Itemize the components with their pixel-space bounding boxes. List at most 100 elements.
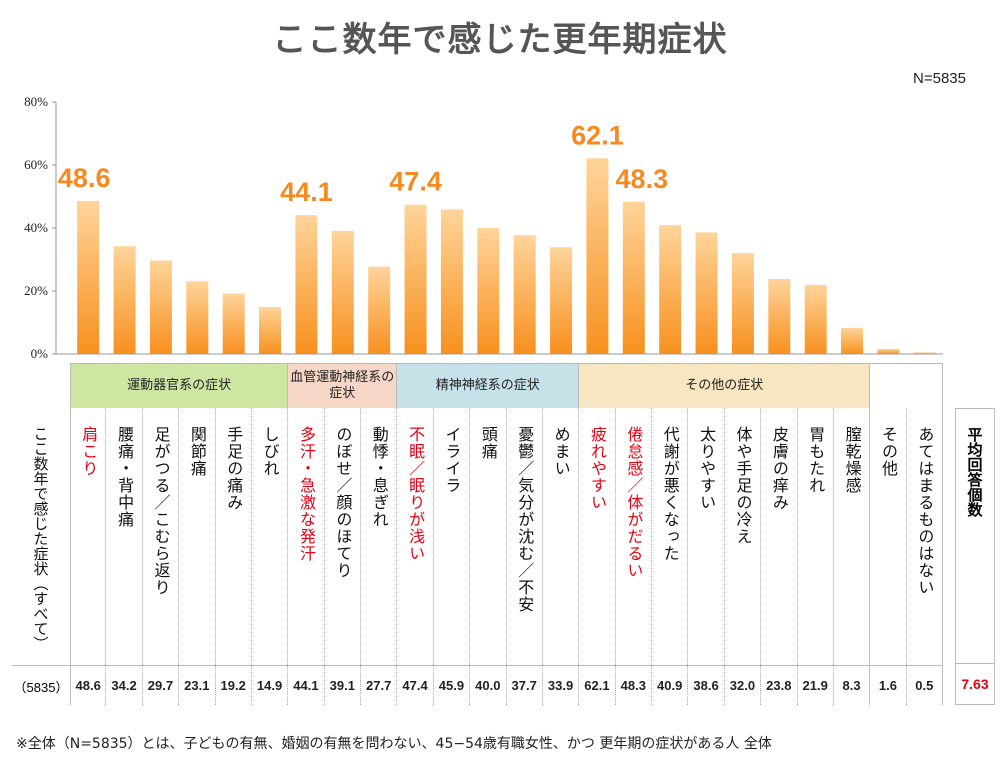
category-column: 頭痛 (470, 408, 507, 665)
category-group-header: 血管運動神経系の症状 (288, 363, 398, 408)
row-label: ここ数年で感じた症状（すべて） (12, 408, 70, 665)
base-count: （5835） (12, 665, 70, 706)
value-cell: 8.3 (833, 665, 871, 705)
category-label: あてはまるものはない (915, 426, 935, 596)
category-column: 皮膚の痒み (761, 408, 798, 665)
highlight-value-label: 48.3 (616, 164, 669, 194)
category-label: めまい (551, 426, 571, 477)
value-cell: 37.7 (506, 665, 543, 705)
category-column: 不眠／眠りが浅い (397, 408, 434, 665)
bar (804, 285, 827, 354)
category-column: 手足の痛み (216, 408, 252, 665)
bar (404, 204, 427, 354)
value-cell: 27.7 (361, 665, 398, 705)
category-label: 手足の痛み (224, 426, 244, 511)
category-label: 皮膚の痒み (769, 426, 789, 511)
bar (477, 228, 500, 354)
category-label: イライラ (442, 426, 462, 494)
category-column: 倦怠感／体がだるい (616, 408, 652, 665)
category-label: 疲れやすい (587, 426, 607, 511)
bar (331, 230, 354, 354)
category-column: 太りやすい (688, 408, 725, 665)
bar (440, 209, 463, 354)
bar (695, 232, 718, 354)
category-column: 膣乾燥感 (834, 408, 871, 665)
value-cell: 19.2 (215, 665, 252, 705)
category-label: 動悸・息ぎれ (369, 426, 389, 528)
category-column: 肩こり (70, 408, 107, 665)
category-label: しびれ (260, 426, 280, 477)
bar (368, 266, 391, 354)
bar (731, 253, 754, 354)
value-cell: 34.2 (106, 665, 143, 705)
category-label: 憂鬱／気分が沈む／不安 (515, 426, 535, 613)
bar (513, 235, 536, 354)
category-label: 肩こり (79, 426, 99, 477)
category-label: 胃もたれ (806, 426, 826, 494)
bar (259, 307, 282, 354)
category-column: その他 (870, 408, 907, 665)
category-column: 疲れやすい (579, 408, 616, 665)
category-label: 関節痛 (187, 426, 207, 477)
category-column: あてはまるものはない (907, 408, 943, 665)
bar (877, 348, 900, 354)
category-label: 頭痛 (478, 426, 498, 460)
category-label: 体や手足の冷え (733, 426, 753, 545)
highlight-value-label: 47.4 (389, 167, 442, 197)
value-cell: 48.6 (70, 665, 107, 705)
bar-chart: 0% 20% 40% 60% 80% 48.6 44.1 47.4 62.1 48.3 (24, 94, 943, 361)
category-label: 多汗・急激な発汗 (296, 426, 316, 562)
value-cell: 45.9 (433, 665, 471, 705)
category-column: 憂鬱／気分が沈む／不安 (507, 408, 543, 665)
category-column: 動悸・息ぎれ (361, 408, 398, 665)
bar (913, 352, 936, 354)
average-value: 7.63 (956, 663, 994, 704)
category-column: しびれ (252, 408, 289, 665)
bar (113, 246, 136, 354)
category-label: 足がつる／こむら返り (151, 426, 171, 596)
bar (77, 200, 100, 354)
highlight-value-label: 48.6 (58, 163, 111, 193)
y-tick-label: 40% (24, 220, 48, 235)
category-column: 足がつる／こむら返り (143, 408, 180, 665)
bar (841, 327, 864, 354)
value-cell: 14.9 (251, 665, 289, 705)
value-cell: 1.6 (870, 665, 907, 705)
average-label: 平均回答個数 (965, 427, 984, 517)
value-cell: 62.1 (579, 665, 616, 705)
category-column: イライラ (434, 408, 471, 665)
category-label: 膣乾燥感 (842, 426, 862, 494)
category-label: 太りやすい (697, 426, 717, 511)
value-cell: 32.0 (724, 665, 762, 705)
bar (222, 293, 245, 354)
category-column: 代謝が悪くなった (652, 408, 689, 665)
value-cell: 48.3 (615, 665, 652, 705)
value-cell: 39.1 (324, 665, 361, 705)
category-group-header: 精神神経系の症状 (397, 363, 580, 408)
category-column: 腰痛・背中痛 (106, 408, 143, 665)
category-column: 多汗・急激な発汗 (288, 408, 325, 665)
category-group-header (870, 363, 943, 408)
category-column: めまい (543, 408, 580, 665)
bar (550, 247, 573, 354)
category-label: のぼせ／顔のほてり (333, 426, 353, 579)
value-cell: 47.4 (397, 665, 434, 705)
y-tick-label: 60% (24, 157, 48, 172)
category-column: 関節痛 (179, 408, 216, 665)
category-column: のぼせ／顔のほてり (325, 408, 361, 665)
sample-size: N=5835 (913, 70, 966, 87)
bar (768, 279, 791, 354)
value-cell: 38.6 (688, 665, 725, 705)
category-group-header: その他の症状 (579, 363, 871, 408)
value-cell: 29.7 (142, 665, 180, 705)
bar (295, 215, 318, 354)
value-cell: 40.0 (470, 665, 507, 705)
value-cell: 40.9 (652, 665, 689, 705)
value-cell: 21.9 (797, 665, 834, 705)
bar (186, 281, 209, 354)
bar (622, 201, 645, 354)
category-label: 腰痛・背中痛 (115, 426, 135, 528)
y-tick-label: 80% (24, 94, 48, 109)
category-column: 体や手足の冷え (725, 408, 762, 665)
row-label-text: ここ数年で感じた症状（すべて） (31, 426, 50, 651)
